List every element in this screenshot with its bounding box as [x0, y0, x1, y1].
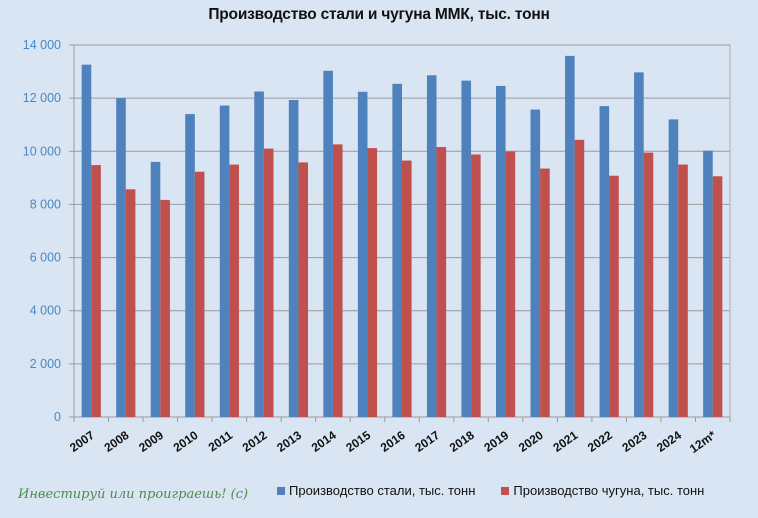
- bar: [565, 55, 575, 417]
- bar: [643, 152, 654, 417]
- y-tick-label: 6 000: [30, 251, 61, 265]
- chart-title: Производство стали и чугуна ММК, тыс. то…: [208, 6, 550, 23]
- bar: [634, 72, 644, 418]
- bar: [323, 70, 333, 417]
- x-tick-label: 2023: [620, 428, 650, 455]
- x-tick-label: 2022: [585, 428, 615, 455]
- bar: [91, 165, 101, 417]
- bar: [81, 64, 92, 418]
- x-tick-label: 2024: [654, 428, 684, 455]
- bar: [160, 199, 170, 417]
- chart-legend: Производство стали, тыс. тонн Производст…: [277, 483, 704, 498]
- watermark: Инвестируй или проиграешь! (с): [18, 487, 249, 502]
- bar: [254, 91, 264, 417]
- bar: [150, 161, 161, 417]
- bar: [288, 100, 299, 417]
- x-tick-label: 2018: [447, 428, 477, 455]
- bar: [574, 139, 585, 418]
- bar: [505, 151, 516, 417]
- bar: [426, 75, 437, 417]
- x-tick-label: 2012: [240, 428, 270, 455]
- y-tick-label: 8 000: [30, 197, 61, 211]
- x-tick-label: 12m*: [687, 428, 719, 456]
- bar: [402, 160, 412, 418]
- bar: [367, 148, 378, 417]
- bar: [703, 150, 713, 418]
- x-tick-label: 2021: [550, 428, 580, 455]
- bar: [229, 164, 239, 417]
- y-tick-label: 0: [54, 410, 61, 424]
- x-tick-label: 2015: [343, 428, 373, 455]
- y-tick-label: 10 000: [23, 144, 61, 158]
- bar: [298, 162, 309, 417]
- legend-label-iron: Производство чугуна, тыс. тонн: [513, 483, 705, 498]
- bar: [116, 98, 126, 418]
- bar: [392, 83, 402, 418]
- x-tick-label: 2014: [309, 428, 339, 455]
- legend-item-steel: Производство стали, тыс. тонн: [277, 483, 475, 498]
- bar: [471, 154, 481, 417]
- bar: [609, 175, 619, 417]
- steel-swatch-icon: [277, 486, 285, 495]
- bar: [530, 109, 541, 417]
- x-tick-label: 2019: [481, 428, 511, 455]
- x-tick-label: 2008: [102, 428, 132, 455]
- bar: [185, 114, 195, 417]
- bar: [436, 147, 447, 417]
- x-tick-label: 2020: [516, 428, 546, 455]
- bar: [332, 144, 343, 417]
- legend-item-iron: Производство чугуна, тыс. тонн: [501, 483, 704, 498]
- bar-chart: 0 2 000 4 000 6 000 8 000 10 000 12 000 14 000 2…: [23, 38, 731, 456]
- bar: [599, 106, 610, 417]
- x-tick-label: 2016: [378, 428, 408, 455]
- bar: [678, 164, 688, 417]
- bar: [668, 119, 679, 418]
- y-tick-label: 4 000: [30, 304, 61, 318]
- x-tick-label: 2010: [171, 428, 201, 455]
- bar: [495, 85, 506, 418]
- bar: [194, 171, 205, 417]
- y-tick-label: 14 000: [23, 38, 61, 52]
- x-tick-label: 2017: [412, 428, 442, 455]
- y-tick-label: 12 000: [23, 91, 61, 105]
- bar: [540, 168, 550, 417]
- bar: [357, 91, 368, 417]
- iron-swatch-icon: [501, 486, 510, 495]
- x-tick-label: 2009: [136, 428, 166, 455]
- y-tick-label: 2 000: [30, 357, 61, 371]
- x-tick-label: 2013: [274, 428, 304, 455]
- bar: [125, 189, 136, 417]
- legend-label-steel: Производство стали, тыс. тонн: [289, 483, 476, 498]
- bar: [263, 148, 274, 417]
- bar: [219, 105, 230, 417]
- bar: [712, 176, 723, 417]
- x-tick-label: 2011: [206, 428, 236, 455]
- bar: [461, 80, 472, 417]
- x-tick-label: 2007: [67, 428, 97, 455]
